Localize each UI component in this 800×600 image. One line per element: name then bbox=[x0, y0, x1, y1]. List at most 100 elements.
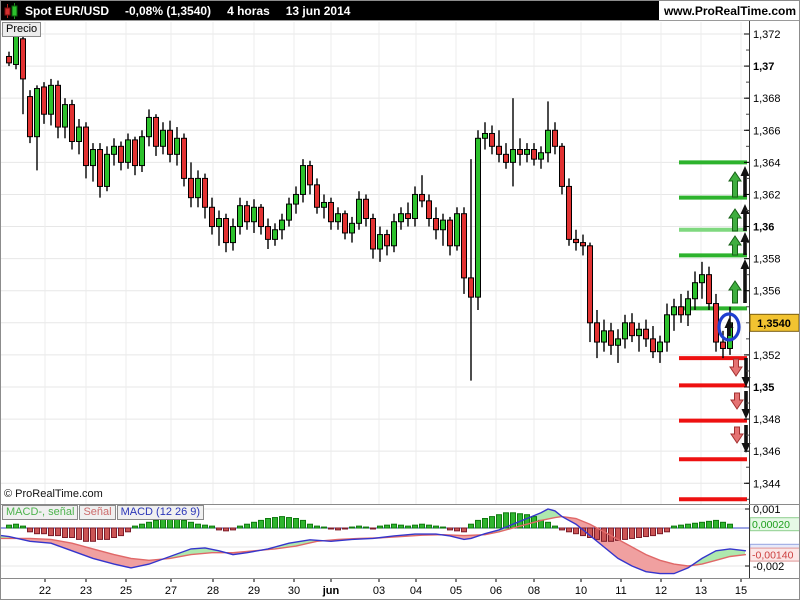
macd-histogram-bar bbox=[447, 527, 453, 531]
macd-senal-tab[interactable]: MACD-, señal bbox=[2, 505, 79, 520]
senal-tab[interactable]: Señal bbox=[79, 505, 116, 520]
macd-fill bbox=[645, 554, 649, 573]
macd-fill bbox=[89, 547, 93, 559]
blue-circle-marker[interactable] bbox=[717, 312, 741, 342]
time-axis-label: 13 bbox=[695, 585, 707, 597]
macd-histogram-bar bbox=[468, 523, 474, 529]
macd-fill bbox=[121, 556, 125, 567]
website-label[interactable]: www.ProRealTime.com bbox=[658, 1, 799, 20]
candle-body bbox=[258, 206, 264, 228]
green-up-arrow[interactable] bbox=[728, 235, 742, 256]
black-up-arrow[interactable] bbox=[740, 259, 750, 303]
candle-body bbox=[62, 104, 68, 128]
black-down-arrow[interactable] bbox=[741, 425, 751, 453]
macd-histogram-bar bbox=[454, 527, 460, 532]
candle-body bbox=[153, 116, 159, 147]
red-down-arrow[interactable] bbox=[729, 358, 743, 377]
macd-histogram-bar bbox=[629, 527, 635, 539]
black-up-arrow[interactable] bbox=[740, 232, 750, 255]
timeframe-label[interactable]: 4 horas bbox=[227, 3, 270, 18]
macd-fill bbox=[105, 552, 109, 563]
macd-fill bbox=[665, 561, 669, 574]
black-down-arrow[interactable] bbox=[741, 391, 751, 419]
candle-body bbox=[69, 104, 75, 143]
macd-histogram-bar bbox=[139, 523, 145, 529]
green-up-arrow[interactable] bbox=[728, 208, 742, 232]
candle-body bbox=[720, 341, 726, 349]
candle-body bbox=[181, 137, 187, 179]
title-bar-left: Spot EUR/USD -0,08% (1,3540) 4 horas 13 … bbox=[1, 1, 659, 20]
green-up-arrow[interactable] bbox=[728, 171, 742, 198]
macd-histogram-bar bbox=[251, 521, 257, 529]
copyright-label: © ProRealTime.com bbox=[4, 488, 103, 500]
candle-body bbox=[90, 149, 96, 167]
macd-histogram-bar bbox=[559, 527, 565, 531]
macd-histogram-bar bbox=[314, 525, 320, 529]
candle-body bbox=[713, 303, 719, 343]
candle-body bbox=[55, 84, 61, 128]
macd-value-text: -0,00140 bbox=[752, 550, 794, 562]
red-down-arrow[interactable] bbox=[730, 426, 744, 444]
macd-histogram-bar bbox=[692, 522, 698, 529]
time-axis-label: 29 bbox=[248, 585, 260, 597]
macd-fill bbox=[137, 559, 141, 567]
macd-fill bbox=[633, 547, 637, 569]
macd-fill bbox=[205, 547, 209, 554]
black-up-arrow[interactable] bbox=[724, 318, 734, 336]
price-axis-label: 1,344 bbox=[753, 478, 781, 490]
macd-histogram-bar bbox=[76, 527, 82, 540]
candle-body bbox=[622, 322, 628, 340]
macd-histogram-bar bbox=[503, 512, 509, 529]
candle-body bbox=[167, 129, 173, 155]
macd-histogram-bar bbox=[279, 516, 285, 529]
macd-fill bbox=[129, 557, 133, 568]
macd-histogram-bar bbox=[706, 520, 712, 529]
candle-body bbox=[419, 193, 425, 202]
macd-fill bbox=[733, 549, 737, 557]
candle-body bbox=[545, 129, 551, 154]
macd-fill bbox=[653, 557, 657, 574]
macd-histogram-bar bbox=[209, 525, 215, 529]
macd-histogram-bar bbox=[720, 521, 726, 529]
candle-body bbox=[433, 218, 439, 231]
candle-body bbox=[321, 201, 327, 208]
macd-histogram-bar bbox=[664, 527, 670, 533]
macd-histogram-bar bbox=[671, 525, 677, 529]
candle-body bbox=[454, 213, 460, 247]
macd-chart-panel: 0,001-0,0020,00020-0,00120-0,00140 bbox=[1, 504, 799, 575]
candle-body bbox=[139, 136, 145, 167]
candle-body bbox=[97, 149, 103, 187]
macd-histogram-bar bbox=[83, 527, 89, 542]
macd-histogram-bar bbox=[104, 527, 110, 540]
time-axis-label: 05 bbox=[450, 585, 462, 597]
macd-fill bbox=[141, 559, 145, 566]
candle-body bbox=[160, 129, 166, 147]
candlestick-icon bbox=[4, 2, 19, 19]
macd-histogram-bar bbox=[643, 527, 649, 538]
macd-histogram-bar bbox=[223, 527, 229, 532]
black-up-arrow[interactable] bbox=[740, 166, 750, 197]
macd-histogram-bar bbox=[461, 527, 467, 533]
macd-fill bbox=[117, 555, 121, 566]
macd-axis-label: -0,002 bbox=[753, 561, 784, 573]
candle-body bbox=[468, 277, 474, 298]
macd-line[interactable] bbox=[1, 508, 747, 575]
green-up-arrow[interactable] bbox=[728, 280, 742, 304]
macd-histogram-bar bbox=[160, 518, 166, 529]
candle-body bbox=[594, 322, 600, 343]
macd-histogram-bar bbox=[118, 527, 124, 537]
candle-body bbox=[335, 213, 341, 223]
macd-histogram-bar bbox=[195, 523, 201, 529]
macd-histogram-bar bbox=[300, 519, 306, 529]
candle-body bbox=[48, 84, 54, 115]
macd-fill bbox=[113, 554, 117, 565]
candle-body bbox=[251, 206, 257, 223]
macd-histogram-bar bbox=[230, 527, 236, 531]
macd-params-tab[interactable]: MACD (12 26 9) bbox=[116, 505, 205, 520]
black-down-arrow[interactable] bbox=[741, 358, 751, 387]
macd-histogram-bar bbox=[153, 519, 159, 529]
red-down-arrow[interactable] bbox=[730, 392, 744, 410]
price-panel-tab[interactable]: Precio bbox=[2, 22, 42, 37]
macd-fill bbox=[573, 518, 577, 526]
macd-fill bbox=[661, 560, 665, 574]
